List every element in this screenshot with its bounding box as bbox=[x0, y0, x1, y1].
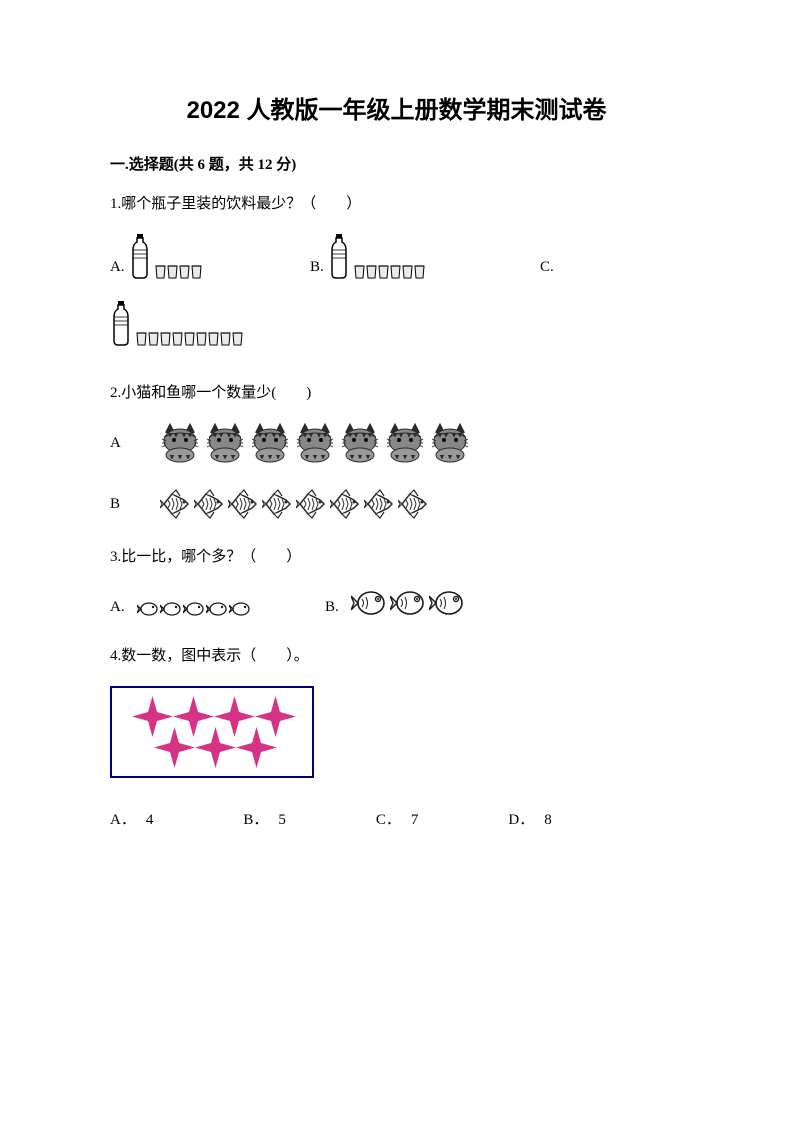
fish-icon bbox=[228, 488, 260, 520]
q1-text: 1.哪个瓶子里装的饮料最少？（ ） bbox=[110, 192, 683, 216]
fish-icon bbox=[262, 488, 294, 520]
section-header: 一.选择题(共 6 题，共 12 分) bbox=[110, 153, 683, 174]
q3-a-label: A. bbox=[110, 595, 125, 619]
q4-option-a: A． 4 bbox=[110, 808, 153, 832]
q1-c-label: C. bbox=[540, 255, 554, 279]
cup-icon bbox=[136, 331, 147, 346]
page-title: 2022 人教版一年级上册数学期末测试卷 bbox=[110, 90, 683, 125]
q4-a-value: 4 bbox=[146, 808, 154, 832]
bottle-icon bbox=[110, 301, 132, 346]
fish-icon bbox=[398, 488, 430, 520]
q4-a-label: A． bbox=[110, 808, 136, 832]
q2-b-label: B bbox=[110, 492, 135, 516]
q1-option-c-label-only: C. bbox=[540, 255, 558, 279]
question-3: 3.比一比，哪个多？（ ） A. B. bbox=[110, 545, 683, 619]
q2-b-fish bbox=[160, 488, 430, 520]
star-icon bbox=[234, 725, 279, 770]
cup-icon bbox=[191, 264, 202, 279]
fish-icon bbox=[160, 488, 192, 520]
q4-option-c: C． 7 bbox=[376, 808, 419, 832]
q3-b-fish bbox=[351, 587, 465, 619]
cup-icon bbox=[196, 331, 207, 346]
q4-stars-bottom bbox=[152, 725, 294, 770]
question-4: 4.数一数，图中表示（ ）。 A． 4 B． 5 C． 7 D． 8 bbox=[110, 644, 683, 832]
q1-c-cups bbox=[136, 331, 243, 346]
question-1: 1.哪个瓶子里装的饮料最少？（ ） A. B. bbox=[110, 192, 683, 346]
cat-icon bbox=[430, 423, 473, 463]
fish-icon bbox=[296, 488, 328, 520]
q4-c-value: 7 bbox=[411, 808, 419, 832]
fish-icon bbox=[330, 488, 362, 520]
fish-small-icon bbox=[229, 599, 251, 619]
q4-b-value: 5 bbox=[278, 808, 286, 832]
q1-option-a: A. bbox=[110, 234, 310, 279]
bottle-icon bbox=[328, 234, 350, 279]
fish-big-icon bbox=[390, 587, 426, 619]
q4-d-label: D． bbox=[508, 808, 534, 832]
cup-icon bbox=[184, 331, 195, 346]
question-2: 2.小猫和鱼哪一个数量少( ) A B bbox=[110, 381, 683, 520]
q2-a-label: A bbox=[110, 431, 135, 455]
cup-icon bbox=[354, 264, 365, 279]
q3-option-b: B. bbox=[325, 587, 465, 619]
cup-icon bbox=[155, 264, 166, 279]
cat-icon bbox=[205, 423, 248, 463]
q4-option-d: D． 8 bbox=[508, 808, 551, 832]
q3-options: A. B. bbox=[110, 587, 683, 619]
q4-b-label: B． bbox=[243, 808, 268, 832]
cup-icon bbox=[402, 264, 413, 279]
q1-options-line1: A. B. C. bbox=[110, 234, 683, 279]
cup-icon bbox=[179, 264, 190, 279]
q4-d-value: 8 bbox=[544, 808, 552, 832]
q1-a-cups bbox=[155, 264, 202, 279]
cat-icon bbox=[160, 423, 203, 463]
q1-b-label: B. bbox=[310, 255, 324, 279]
q3-a-fish bbox=[137, 599, 251, 619]
q4-options: A． 4 B． 5 C． 7 D． 8 bbox=[110, 808, 683, 832]
q4-text: 4.数一数，图中表示（ ）。 bbox=[110, 644, 683, 668]
cup-icon bbox=[390, 264, 401, 279]
cat-icon bbox=[340, 423, 383, 463]
q3-option-a: A. bbox=[110, 595, 325, 619]
cup-icon bbox=[208, 331, 219, 346]
fish-big-icon bbox=[351, 587, 387, 619]
fish-icon bbox=[364, 488, 396, 520]
fish-big-icon bbox=[429, 587, 465, 619]
q2-a-cats bbox=[160, 423, 473, 463]
cup-icon bbox=[148, 331, 159, 346]
bottle-icon bbox=[129, 234, 151, 279]
q4-c-label: C． bbox=[376, 808, 401, 832]
fish-small-icon bbox=[160, 599, 182, 619]
fish-small-icon bbox=[137, 599, 159, 619]
cup-icon bbox=[366, 264, 377, 279]
q1-option-c bbox=[110, 301, 683, 346]
fish-small-icon bbox=[183, 599, 205, 619]
cup-icon bbox=[414, 264, 425, 279]
q2-option-b: B bbox=[110, 488, 683, 520]
cup-icon bbox=[232, 331, 243, 346]
q1-b-cups bbox=[354, 264, 425, 279]
q4-option-b: B． 5 bbox=[243, 808, 286, 832]
cup-icon bbox=[167, 264, 178, 279]
cat-icon bbox=[385, 423, 428, 463]
cup-icon bbox=[220, 331, 231, 346]
star-icon bbox=[152, 725, 197, 770]
cat-icon bbox=[250, 423, 293, 463]
cup-icon bbox=[378, 264, 389, 279]
q3-b-label: B. bbox=[325, 595, 339, 619]
cup-icon bbox=[172, 331, 183, 346]
fish-small-icon bbox=[206, 599, 228, 619]
q1-option-b: B. bbox=[310, 234, 540, 279]
star-icon bbox=[193, 725, 238, 770]
fish-icon bbox=[194, 488, 226, 520]
q2-text: 2.小猫和鱼哪一个数量少( ) bbox=[110, 381, 683, 405]
cat-icon bbox=[295, 423, 338, 463]
q4-stars-box bbox=[110, 686, 314, 778]
q3-text: 3.比一比，哪个多？（ ） bbox=[110, 545, 683, 569]
q2-option-a: A bbox=[110, 423, 683, 463]
q1-a-label: A. bbox=[110, 255, 125, 279]
cup-icon bbox=[160, 331, 171, 346]
